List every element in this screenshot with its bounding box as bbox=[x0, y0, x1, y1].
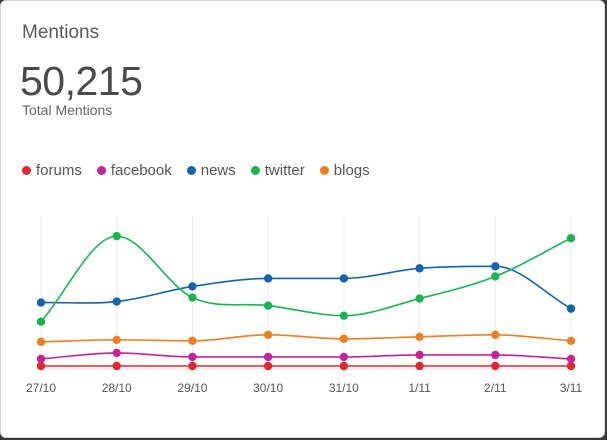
legend-label-blogs: blogs bbox=[333, 162, 370, 179]
legend-label-facebook: facebook bbox=[110, 162, 172, 179]
card-title: Mentions bbox=[22, 22, 100, 43]
data-point-blogs-1 bbox=[112, 335, 121, 345]
data-point-facebook-4 bbox=[339, 352, 349, 362]
data-point-news-5 bbox=[415, 264, 424, 273]
series-line-blogs bbox=[40, 333, 572, 343]
data-point-twitter-5 bbox=[415, 294, 424, 303]
data-point-blogs-6 bbox=[491, 330, 500, 339]
data-point-blogs-2 bbox=[188, 336, 197, 346]
legend-item-facebook[interactable]: facebook bbox=[96, 162, 172, 179]
legend-dot-blogs bbox=[319, 166, 329, 175]
data-point-twitter-2 bbox=[188, 293, 197, 302]
legend-dot-forums bbox=[22, 166, 31, 175]
x-tick-label-5: 1/11 bbox=[408, 381, 431, 395]
data-point-facebook-7 bbox=[566, 354, 576, 364]
total-mentions-label: Total Mentions bbox=[22, 102, 113, 118]
data-point-news-3 bbox=[263, 274, 273, 283]
data-point-blogs-0 bbox=[36, 337, 46, 347]
data-point-facebook-2 bbox=[188, 352, 197, 362]
data-point-news-2 bbox=[188, 282, 197, 291]
legend-item-news[interactable]: news bbox=[186, 162, 236, 179]
data-point-twitter-1 bbox=[112, 231, 121, 241]
data-point-twitter-7 bbox=[566, 233, 576, 243]
data-point-forums-2 bbox=[188, 361, 197, 371]
data-point-blogs-3 bbox=[263, 330, 273, 339]
data-point-forums-7 bbox=[566, 361, 576, 371]
data-point-blogs-5 bbox=[415, 332, 424, 341]
x-tick-label-1: 28/10 bbox=[102, 381, 132, 395]
legend-label-twitter: twitter bbox=[264, 162, 305, 179]
legend-dot-twitter bbox=[250, 166, 260, 175]
x-tick-label-3: 30/10 bbox=[253, 381, 283, 395]
legend-item-blogs[interactable]: blogs bbox=[319, 162, 370, 179]
data-point-facebook-6 bbox=[491, 350, 500, 360]
data-point-blogs-7 bbox=[566, 336, 576, 346]
legend-dot-facebook bbox=[96, 166, 106, 175]
legend-label-forums: forums bbox=[36, 162, 82, 179]
data-point-twitter-0 bbox=[36, 317, 46, 326]
data-point-news-0 bbox=[36, 298, 46, 307]
data-point-news-6 bbox=[491, 262, 500, 271]
data-point-twitter-3 bbox=[263, 301, 273, 310]
data-point-forums-0 bbox=[36, 361, 46, 371]
data-point-facebook-3 bbox=[263, 352, 273, 362]
x-tick-label-2: 29/10 bbox=[177, 381, 207, 395]
series-line-facebook bbox=[40, 352, 572, 360]
legend-dot-news bbox=[186, 166, 196, 175]
data-point-forums-6 bbox=[491, 361, 500, 371]
data-point-forums-4 bbox=[339, 361, 349, 371]
data-point-news-7 bbox=[566, 304, 576, 313]
data-point-facebook-5 bbox=[415, 350, 424, 360]
data-point-blogs-4 bbox=[339, 334, 349, 344]
x-tick-label-7: 3/11 bbox=[560, 381, 583, 395]
data-point-facebook-0 bbox=[36, 354, 46, 364]
data-point-news-1 bbox=[112, 297, 121, 306]
data-point-twitter-4 bbox=[339, 311, 349, 320]
data-point-twitter-6 bbox=[491, 272, 500, 281]
total-mentions-value: 50,215 bbox=[20, 58, 143, 104]
data-point-forums-1 bbox=[112, 361, 121, 371]
data-point-forums-5 bbox=[415, 361, 424, 371]
x-tick-label-0: 27/10 bbox=[26, 381, 56, 395]
legend-item-forums[interactable]: forums bbox=[22, 162, 82, 179]
chart-legend: forums facebook news twitter blogs bbox=[22, 162, 385, 179]
legend-label-news: news bbox=[200, 162, 236, 179]
x-tick-label-6: 2/11 bbox=[484, 381, 507, 395]
legend-item-twitter[interactable]: twitter bbox=[250, 162, 305, 179]
x-tick-label-4: 31/10 bbox=[329, 381, 359, 395]
data-point-news-4 bbox=[339, 274, 349, 283]
data-point-forums-3 bbox=[263, 361, 273, 371]
data-point-facebook-1 bbox=[112, 348, 121, 358]
